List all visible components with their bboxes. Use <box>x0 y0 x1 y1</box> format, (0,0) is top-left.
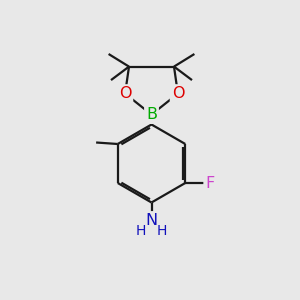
Text: F: F <box>205 176 214 190</box>
Text: H: H <box>136 224 146 238</box>
Text: H: H <box>157 224 167 238</box>
Text: N: N <box>146 213 158 228</box>
Text: O: O <box>172 86 184 101</box>
Text: B: B <box>146 107 157 122</box>
Text: O: O <box>119 86 131 101</box>
